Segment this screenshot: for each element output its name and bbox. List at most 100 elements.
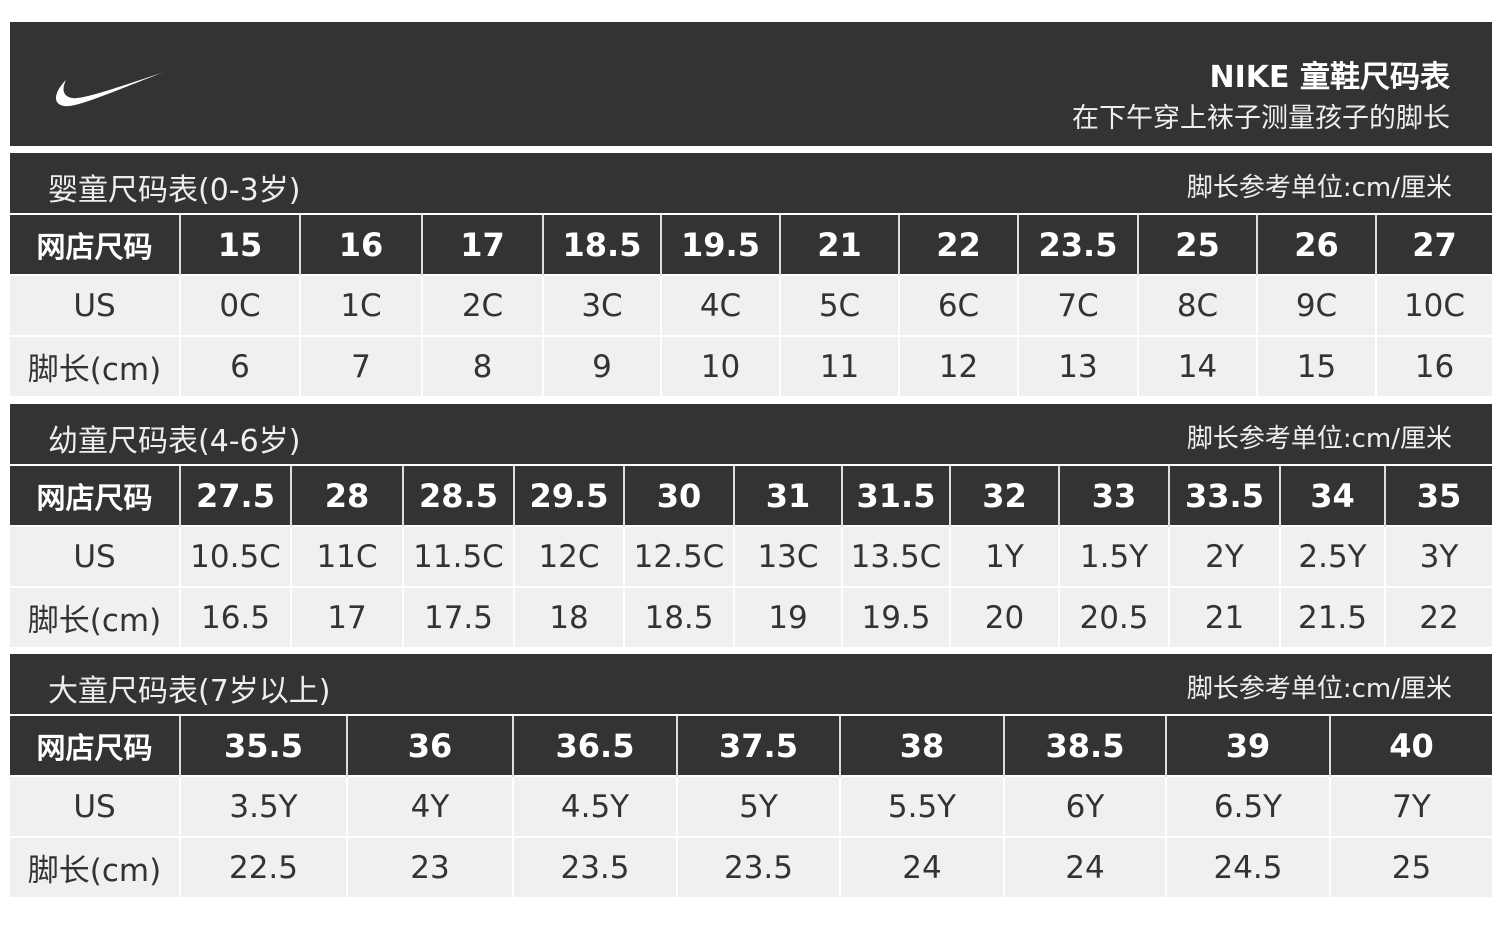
table-cell: 38 [839, 714, 1004, 776]
table-cell: 16 [1375, 335, 1492, 396]
table-cell: 3Y [1384, 525, 1492, 587]
table-cell: 21.5 [1279, 586, 1385, 647]
table-cell: 17 [421, 213, 543, 275]
table-cell: 4C [660, 274, 780, 336]
table-cell: 36 [346, 714, 513, 776]
table-cell: 17.5 [402, 586, 514, 647]
table-cell: 8 [421, 335, 543, 396]
table-cell: 16.5 [179, 586, 291, 647]
table-cell: 12.5C [623, 525, 734, 587]
section-title: 大童尺码表(7岁以上) [48, 674, 331, 709]
table-cell: 26 [1256, 213, 1376, 275]
size-row: 网店尺码 35.5 36 36.5 37.5 38 38.5 39 40 [10, 714, 1492, 776]
table-cell: 38.5 [1003, 714, 1166, 776]
table-cell: 20.5 [1058, 586, 1169, 647]
table-cell: 11 [779, 335, 899, 396]
table-cell: 25 [1329, 836, 1492, 897]
us-row: US 3.5Y 4Y 4.5Y 5Y 5.5Y 6Y 6.5Y 7Y [10, 775, 1492, 837]
size-section: 大童尺码表(7岁以上) 脚长参考单位:cm/厘米 网店尺码 35.5 36 36.5 37… [10, 654, 1492, 897]
foot-length-row: 脚长(cm) 16.5 17 17.5 18 18.5 19 19.5 20 20.5 21 21.5… [10, 586, 1492, 647]
row-label: 网店尺码 [10, 714, 180, 776]
table-cell: 14 [1137, 335, 1257, 396]
table-cell: 6.5Y [1165, 775, 1330, 837]
table-cell: 15 [1256, 335, 1376, 396]
table-cell: 24 [839, 836, 1004, 897]
table-cell: 24 [1003, 836, 1166, 897]
size-table: 网店尺码 35.5 36 36.5 37.5 38 38.5 39 40 US 3.5Y 4Y 4.5Y… [10, 714, 1492, 897]
table-cell: 3C [542, 274, 661, 336]
table-cell: 4Y [346, 775, 513, 837]
table-cell: 7C [1017, 274, 1138, 336]
table-cell: 12 [898, 335, 1018, 396]
unit-note: 脚长参考单位:cm/厘米 [1186, 173, 1452, 203]
foot-length-row: 脚长(cm) 6 7 8 9 10 11 12 13 14 15 16 [10, 335, 1492, 396]
table-cell: 11.5C [402, 525, 514, 587]
table-cell: 0C [179, 274, 300, 336]
table-cell: 7Y [1329, 775, 1492, 837]
row-label: US [10, 525, 180, 587]
foot-length-row: 脚长(cm) 22.5 23 23.5 23.5 24 24 24.5 25 [10, 836, 1492, 897]
table-cell: 28 [290, 464, 403, 526]
table-cell: 23.5 [512, 836, 677, 897]
size-table: 网店尺码 27.5 28 28.5 29.5 30 31 31.5 32 33 33.5 34 35 US… [10, 464, 1492, 647]
table-cell: 33 [1058, 464, 1169, 526]
size-section: 幼童尺码表(4-6岁) 脚长参考单位:cm/厘米 网店尺码 27.5 28 28.5 29… [10, 404, 1492, 647]
table-cell: 1Y [949, 525, 1059, 587]
table-cell: 5.5Y [839, 775, 1004, 837]
table-cell: 27.5 [179, 464, 291, 526]
table-cell: 1C [299, 274, 422, 336]
table-cell: 31 [733, 464, 842, 526]
table-cell: 4.5Y [512, 775, 677, 837]
row-label: 网店尺码 [10, 213, 180, 275]
table-cell: 10C [1375, 274, 1492, 336]
table-cell: 6C [898, 274, 1018, 336]
table-cell: 22.5 [179, 836, 347, 897]
table-cell: 31.5 [841, 464, 950, 526]
table-cell: 7 [299, 335, 422, 396]
table-cell: 18.5 [623, 586, 734, 647]
table-cell: 1.5Y [1058, 525, 1169, 587]
table-cell: 40 [1329, 714, 1492, 776]
table-cell: 10.5C [179, 525, 291, 587]
section-title: 幼童尺码表(4-6岁) [48, 424, 301, 459]
table-cell: 10 [660, 335, 780, 396]
table-cell: 5Y [676, 775, 840, 837]
table-cell: 2C [421, 274, 543, 336]
section-title: 婴童尺码表(0-3岁) [48, 173, 301, 208]
section-header: 大童尺码表(7岁以上) 脚长参考单位:cm/厘米 [10, 654, 1492, 714]
size-row: 网店尺码 27.5 28 28.5 29.5 30 31 31.5 32 33 33.5 34 35 [10, 464, 1492, 526]
unit-note: 脚长参考单位:cm/厘米 [1186, 674, 1452, 704]
table-cell: 35.5 [179, 714, 347, 776]
table-cell: 36.5 [512, 714, 677, 776]
table-cell: 15 [179, 213, 300, 275]
table-cell: 3.5Y [179, 775, 347, 837]
table-cell: 34 [1279, 464, 1385, 526]
table-cell: 6 [179, 335, 300, 396]
table-cell: 13C [733, 525, 842, 587]
table-cell: 29.5 [513, 464, 624, 526]
table-cell: 18.5 [542, 213, 661, 275]
table-cell: 21 [779, 213, 899, 275]
section-header: 幼童尺码表(4-6岁) 脚长参考单位:cm/厘米 [10, 404, 1492, 464]
table-cell: 11C [290, 525, 403, 587]
table-cell: 24.5 [1165, 836, 1330, 897]
table-cell: 2.5Y [1279, 525, 1385, 587]
table-cell: 23.5 [1017, 213, 1138, 275]
table-cell: 21 [1168, 586, 1280, 647]
table-cell: 30 [623, 464, 734, 526]
size-table: 网店尺码 15 16 17 18.5 19.5 21 22 23.5 25 26 27 US 0C 1C 2C… [10, 213, 1492, 396]
table-cell: 8C [1137, 274, 1257, 336]
table-cell: 9 [542, 335, 661, 396]
table-cell: 25 [1137, 213, 1257, 275]
table-cell: 9C [1256, 274, 1376, 336]
table-cell: 18 [513, 586, 624, 647]
table-cell: 23 [346, 836, 513, 897]
table-cell: 13.5C [841, 525, 950, 587]
row-label: 脚长(cm) [10, 335, 180, 396]
table-cell: 19.5 [660, 213, 780, 275]
chart-title: NIKE 童鞋尺码表 [1209, 60, 1450, 95]
table-cell: 20 [949, 586, 1059, 647]
table-cell: 32 [949, 464, 1059, 526]
table-cell: 37.5 [676, 714, 840, 776]
table-cell: 12C [513, 525, 624, 587]
